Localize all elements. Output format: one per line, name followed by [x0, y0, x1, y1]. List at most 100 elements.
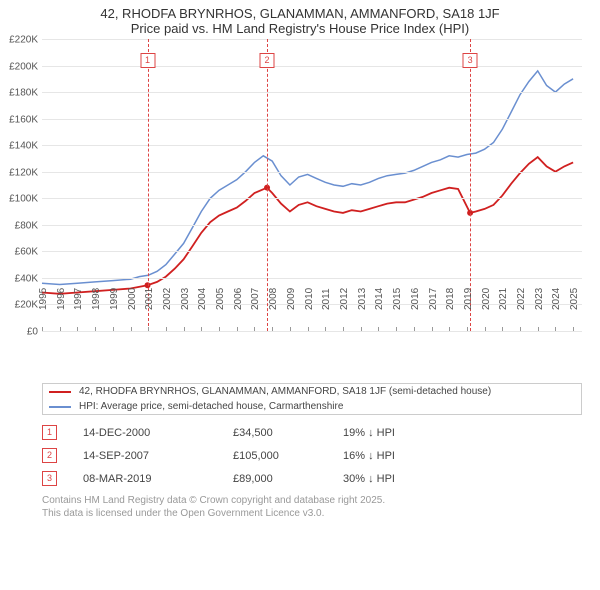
x-tick	[60, 327, 61, 331]
legend-label: 42, RHODFA BRYNRHOS, GLANAMMAN, AMMANFOR…	[79, 386, 491, 397]
y-axis-label: £140K	[9, 141, 42, 152]
x-tick	[467, 327, 468, 331]
x-axis-label: 2002	[162, 288, 173, 310]
y-gridline: £100K	[42, 198, 582, 199]
event-marker-badge: 1	[140, 53, 155, 68]
x-axis-label: 2005	[215, 288, 226, 310]
x-tick	[538, 327, 539, 331]
y-axis-label: £40K	[15, 273, 42, 284]
footer-line-2: This data is licensed under the Open Gov…	[42, 507, 582, 520]
legend-swatch	[49, 406, 71, 408]
title-block: 42, RHODFA BRYNRHOS, GLANAMMAN, AMMANFOR…	[0, 0, 600, 38]
footer-line-1: Contains HM Land Registry data © Crown c…	[42, 494, 582, 507]
x-axis-label: 2016	[410, 288, 421, 310]
x-axis-label: 2010	[304, 288, 315, 310]
y-gridline: £60K	[42, 251, 582, 252]
y-axis-label: £80K	[15, 220, 42, 231]
x-axis-label: 1995	[38, 288, 49, 310]
transaction-delta: 19% ↓ HPI	[343, 427, 395, 439]
x-tick	[308, 327, 309, 331]
event-marker-badge: 2	[260, 53, 275, 68]
x-tick	[414, 327, 415, 331]
x-axis-label: 2006	[233, 288, 244, 310]
x-axis-label: 2008	[268, 288, 279, 310]
x-tick	[166, 327, 167, 331]
x-tick	[555, 327, 556, 331]
legend: 42, RHODFA BRYNRHOS, GLANAMMAN, AMMANFOR…	[42, 383, 582, 415]
legend-swatch	[49, 391, 71, 393]
x-tick	[290, 327, 291, 331]
transaction-marker-badge: 3	[42, 471, 57, 486]
x-tick	[485, 327, 486, 331]
x-axis-label: 2021	[498, 288, 509, 310]
y-axis-label: £100K	[9, 194, 42, 205]
x-axis-label: 2018	[445, 288, 456, 310]
x-tick	[325, 327, 326, 331]
x-tick	[95, 327, 96, 331]
x-axis-label: 2022	[516, 288, 527, 310]
chart-container: 42, RHODFA BRYNRHOS, GLANAMMAN, AMMANFOR…	[0, 0, 600, 520]
transaction-date: 14-DEC-2000	[83, 427, 233, 439]
x-axis-label: 2013	[357, 288, 368, 310]
y-gridline: £80K	[42, 225, 582, 226]
transaction-row: 308-MAR-2019£89,00030% ↓ HPI	[42, 467, 582, 490]
x-axis-label: 2023	[534, 288, 545, 310]
x-tick	[396, 327, 397, 331]
title-line-1: 42, RHODFA BRYNRHOS, GLANAMMAN, AMMANFOR…	[10, 6, 590, 21]
y-axis-label: £200K	[9, 61, 42, 72]
x-axis-label: 2007	[250, 288, 261, 310]
transaction-marker-badge: 2	[42, 448, 57, 463]
x-tick	[148, 327, 149, 331]
x-tick	[272, 327, 273, 331]
event-marker-badge: 3	[463, 53, 478, 68]
x-tick	[42, 327, 43, 331]
transaction-row: 214-SEP-2007£105,00016% ↓ HPI	[42, 444, 582, 467]
y-gridline: £220K	[42, 39, 582, 40]
transaction-date: 14-SEP-2007	[83, 450, 233, 462]
x-axis-label: 2003	[180, 288, 191, 310]
transactions-table: 1 14-DEC-2000£34,50019% ↓ HPI 2 14-SEP-2007…	[42, 421, 582, 490]
y-gridline: £140K	[42, 145, 582, 146]
y-axis-label: £120K	[9, 167, 42, 178]
x-tick	[77, 327, 78, 331]
x-axis-labels: 1995199619971998199920002001200220032004…	[42, 296, 582, 326]
x-axis-label: 2017	[428, 288, 439, 310]
x-axis-label: 2024	[551, 288, 562, 310]
x-axis-label: 2025	[569, 288, 580, 310]
x-tick	[131, 327, 132, 331]
x-tick	[502, 327, 503, 331]
x-tick	[113, 327, 114, 331]
x-axis-label: 1997	[73, 288, 84, 310]
y-axis-label: £60K	[15, 247, 42, 258]
y-axis-label: £220K	[9, 35, 42, 46]
series-line-hpi	[42, 71, 573, 285]
attribution-footer: Contains HM Land Registry data © Crown c…	[42, 494, 582, 520]
x-tick	[361, 327, 362, 331]
transaction-marker-badge: 1	[42, 425, 57, 440]
x-tick	[184, 327, 185, 331]
y-gridline: £40K	[42, 278, 582, 279]
x-tick	[201, 327, 202, 331]
x-axis-label: 2011	[321, 288, 332, 310]
y-axis-label: £180K	[9, 88, 42, 99]
y-gridline: £0	[42, 331, 582, 332]
x-axis-label: 2019	[463, 288, 474, 310]
title-line-2: Price paid vs. HM Land Registry's House …	[10, 21, 590, 36]
transaction-delta: 16% ↓ HPI	[343, 450, 395, 462]
legend-row: 42, RHODFA BRYNRHOS, GLANAMMAN, AMMANFOR…	[43, 384, 581, 399]
x-tick	[449, 327, 450, 331]
x-axis-label: 1998	[91, 288, 102, 310]
y-gridline: £160K	[42, 119, 582, 120]
transaction-row: 1 14-DEC-2000£34,50019% ↓ HPI	[42, 421, 582, 444]
x-axis-label: 2012	[339, 288, 350, 310]
x-axis-label: 2020	[481, 288, 492, 310]
legend-row: HPI: Average price, semi-detached house,…	[43, 399, 581, 414]
x-axis-label: 2001	[144, 288, 155, 310]
transaction-date: 08-MAR-2019	[83, 473, 233, 485]
x-tick	[432, 327, 433, 331]
y-axis-label: £0	[27, 327, 42, 338]
transaction-price: £34,500	[233, 427, 343, 439]
x-tick	[254, 327, 255, 331]
y-gridline: £180K	[42, 92, 582, 93]
x-axis-label: 2014	[374, 288, 385, 310]
